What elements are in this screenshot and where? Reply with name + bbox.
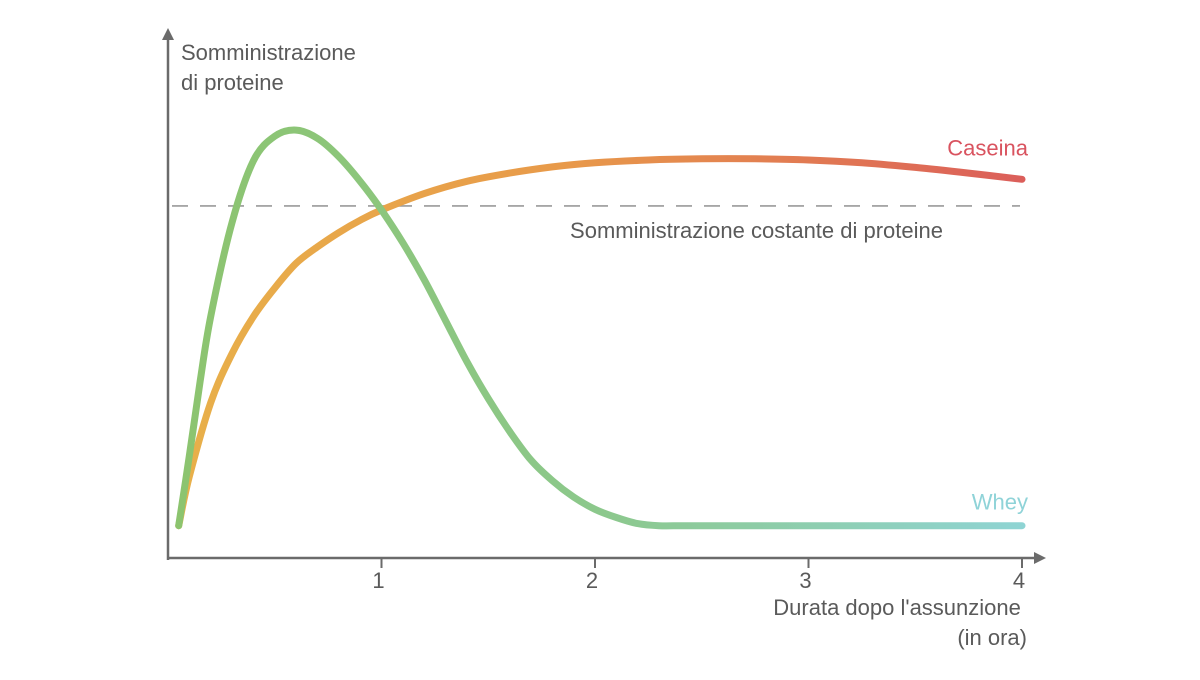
- y-axis-label-line-1: Somministrazione: [181, 40, 356, 65]
- x-axis-label-line-1: Durata dopo l'assunzione: [773, 595, 1021, 620]
- x-axis-ticks: 1 2 3 4: [372, 558, 1025, 593]
- whey-series-label: Whey: [972, 490, 1028, 515]
- caseina-series-label: Caseina: [947, 135, 1028, 160]
- x-tick-label: 4: [1013, 568, 1025, 593]
- caseina-series-line: [175, 155, 1026, 530]
- y-axis-label-line-2: di proteine: [181, 70, 284, 95]
- x-tick-label: 2: [586, 568, 598, 593]
- y-axis-arrow-icon: [162, 28, 174, 40]
- x-axis-arrow-icon: [1034, 552, 1046, 564]
- series-group: Caseina Whey: [175, 126, 1029, 530]
- whey-series-line: [175, 126, 1026, 530]
- reference-line-label: Somministrazione costante di proteine: [570, 218, 943, 243]
- x-tick-label: 3: [799, 568, 811, 593]
- x-axis-label: Durata dopo l'assunzione (in ora): [773, 595, 1027, 650]
- y-axis-label: Somministrazione di proteine: [181, 40, 362, 95]
- x-tick-label: 1: [372, 568, 384, 593]
- x-axis-label-line-2: (in ora): [957, 625, 1027, 650]
